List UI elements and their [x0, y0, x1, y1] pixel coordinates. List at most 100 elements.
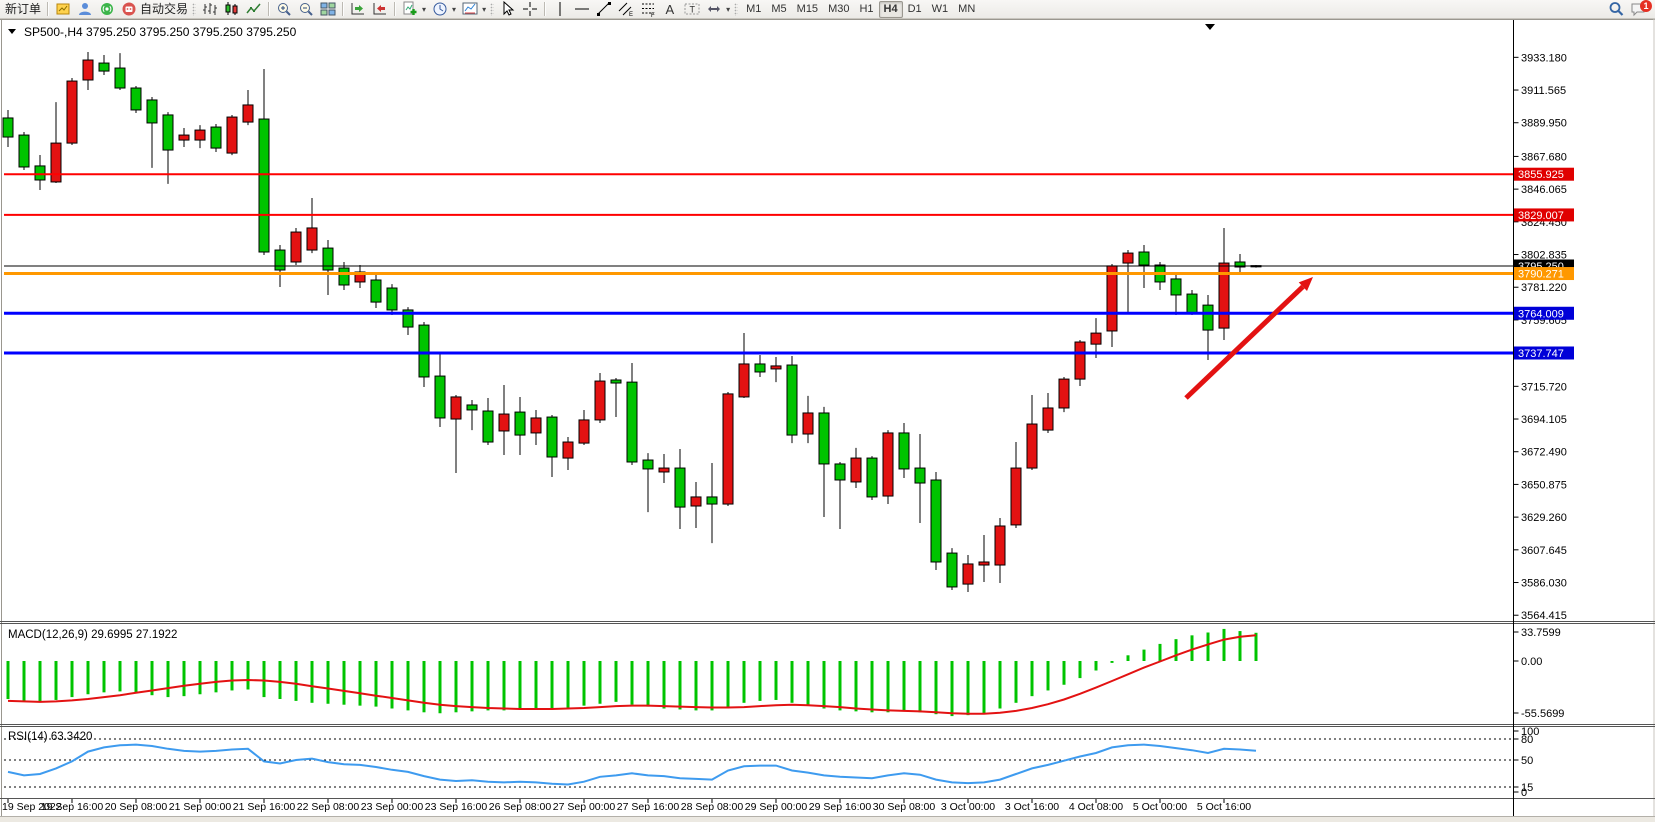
timeframe-m30[interactable]: M30 [828, 2, 850, 15]
macd-histogram-bar [262, 661, 266, 698]
date-axis-label: 19 Sep 16:00 [41, 801, 104, 813]
macd-histogram-bar [86, 661, 90, 695]
new-order-button[interactable]: 新订单 [2, 1, 44, 18]
candle-body [354, 271, 366, 283]
chart-shift-marker-icon[interactable] [1205, 24, 1215, 30]
macd-histogram-bar [1238, 631, 1242, 661]
new-chart-button[interactable] [52, 1, 74, 18]
macd-histogram-bar [886, 661, 890, 713]
periods-button[interactable]: ▾ [429, 1, 459, 18]
price-axis-label: 3933.180 [1521, 52, 1567, 64]
horizontal-line-button[interactable] [571, 1, 593, 18]
macd-histogram-bar [966, 661, 970, 716]
candle-body [386, 287, 398, 311]
price-axis[interactable]: 3933.180 3911.565 3889.950 3867.680 3846.065… [1513, 52, 1575, 622]
autotrading-button[interactable]: 自动交易 [118, 1, 191, 18]
trend-arrow-annotation[interactable] [1184, 277, 1313, 400]
timeframe-m5[interactable]: M5 [771, 2, 787, 15]
macd-histogram-bar [790, 661, 794, 703]
macd-histogram-bar [854, 661, 858, 712]
one-click-trading-icon[interactable] [8, 29, 16, 34]
fibonacci-button[interactable]: F [637, 1, 659, 18]
macd-histogram-bar [870, 661, 874, 713]
search-button[interactable] [1605, 1, 1627, 18]
line-chart-button[interactable] [243, 1, 265, 18]
price-axis-label: 3586.030 [1521, 578, 1567, 590]
candlestick-chart-button[interactable] [221, 1, 243, 18]
candle-body [978, 561, 990, 566]
candle-body [914, 467, 926, 484]
price-badge-label: 3764.009 [1518, 308, 1564, 320]
candle-body [754, 363, 766, 373]
toolbar-left: 新订单 自动交易 ▾ ▾ ▾ E F A T ▾ M1 M5 M15 M30 H1 H4 D1 W1 MN [2, 0, 980, 18]
timeframe-m1[interactable]: M1 [746, 2, 762, 15]
candle-body [1138, 251, 1150, 266]
timeframe-mn[interactable]: MN [958, 2, 976, 15]
templates-button[interactable]: ▾ [459, 1, 489, 18]
candle-body [802, 412, 814, 435]
macd-histogram-bar [710, 661, 714, 711]
price-axis-label: 3607.645 [1521, 545, 1567, 557]
fibonacci-icon: F [642, 3, 655, 17]
candle-body [1010, 467, 1022, 526]
macd-histogram-bar [1126, 655, 1130, 661]
channel-button[interactable]: E [615, 1, 637, 18]
dropdown-caret-icon: ▾ [452, 4, 457, 14]
indicators-button[interactable]: ▾ [399, 1, 429, 18]
timeframe-m15[interactable]: M15 [796, 2, 819, 15]
tile-windows-button[interactable] [317, 1, 339, 18]
macd-histogram-bar [1254, 632, 1258, 661]
macd-histogram-bar [422, 661, 426, 713]
date-axis-label: 19 Sep 2022 [2, 801, 62, 813]
candle-body [338, 267, 350, 286]
macd-histogram-bar [1078, 661, 1082, 679]
channel-icon: E [618, 2, 633, 17]
date-axis-label: 30 Sep 08:00 [873, 801, 936, 813]
date-axis-label: 29 Sep 00:00 [745, 801, 808, 813]
macd-histogram-bar [678, 661, 682, 710]
macd-histogram-bar [838, 661, 842, 711]
macd-histogram-bar [134, 661, 138, 694]
trendline-button[interactable] [593, 1, 615, 18]
date-axis-label: 5 Oct 00:00 [1133, 801, 1187, 813]
macd-histogram-bar [550, 661, 554, 709]
timeframe-d1[interactable]: D1 [907, 2, 922, 15]
profiles-button[interactable] [74, 1, 96, 18]
price-badge-label: 3855.925 [1518, 169, 1564, 181]
vertical-line-button[interactable] [549, 1, 571, 18]
candle-body [706, 496, 718, 505]
toolbar-drag-handle [192, 2, 197, 16]
crosshair-button[interactable] [519, 1, 541, 18]
new-chart-icon [56, 3, 70, 15]
chart-shift-button[interactable] [369, 1, 391, 18]
bar-chart-button[interactable] [199, 1, 221, 18]
chat-button[interactable]: 1 [1627, 0, 1652, 18]
timeframe-w1[interactable]: W1 [931, 2, 949, 15]
auto-scroll-button[interactable] [347, 1, 369, 18]
candle-body [850, 457, 862, 483]
date-axis-label: 29 Sep 16:00 [809, 801, 872, 813]
candle-body [290, 231, 302, 263]
price-axis-label: 3867.680 [1521, 151, 1567, 163]
text-button[interactable]: A [659, 1, 681, 18]
signals-button[interactable] [96, 1, 118, 18]
crosshair-icon [523, 2, 538, 16]
candle-body [434, 375, 446, 419]
line-chart-icon [246, 3, 261, 14]
macd-histogram-bar [822, 661, 826, 709]
macd-histogram-bar [1206, 632, 1210, 661]
shapes-button[interactable]: ▾ [703, 1, 733, 18]
timeframe-h1[interactable]: H1 [859, 2, 874, 15]
cursor-button[interactable] [497, 1, 519, 18]
zoom-in-button[interactable] [273, 1, 295, 18]
zoom-out-button[interactable] [295, 1, 317, 18]
candle-body [962, 563, 974, 585]
macd-histogram-bar [390, 661, 394, 709]
macd-histogram-bar [582, 661, 586, 706]
macd-histogram-bar [166, 661, 170, 698]
timeframe-h4[interactable]: H4 [878, 0, 903, 18]
candle-body [66, 80, 78, 144]
text-label-button[interactable]: T [681, 1, 703, 18]
